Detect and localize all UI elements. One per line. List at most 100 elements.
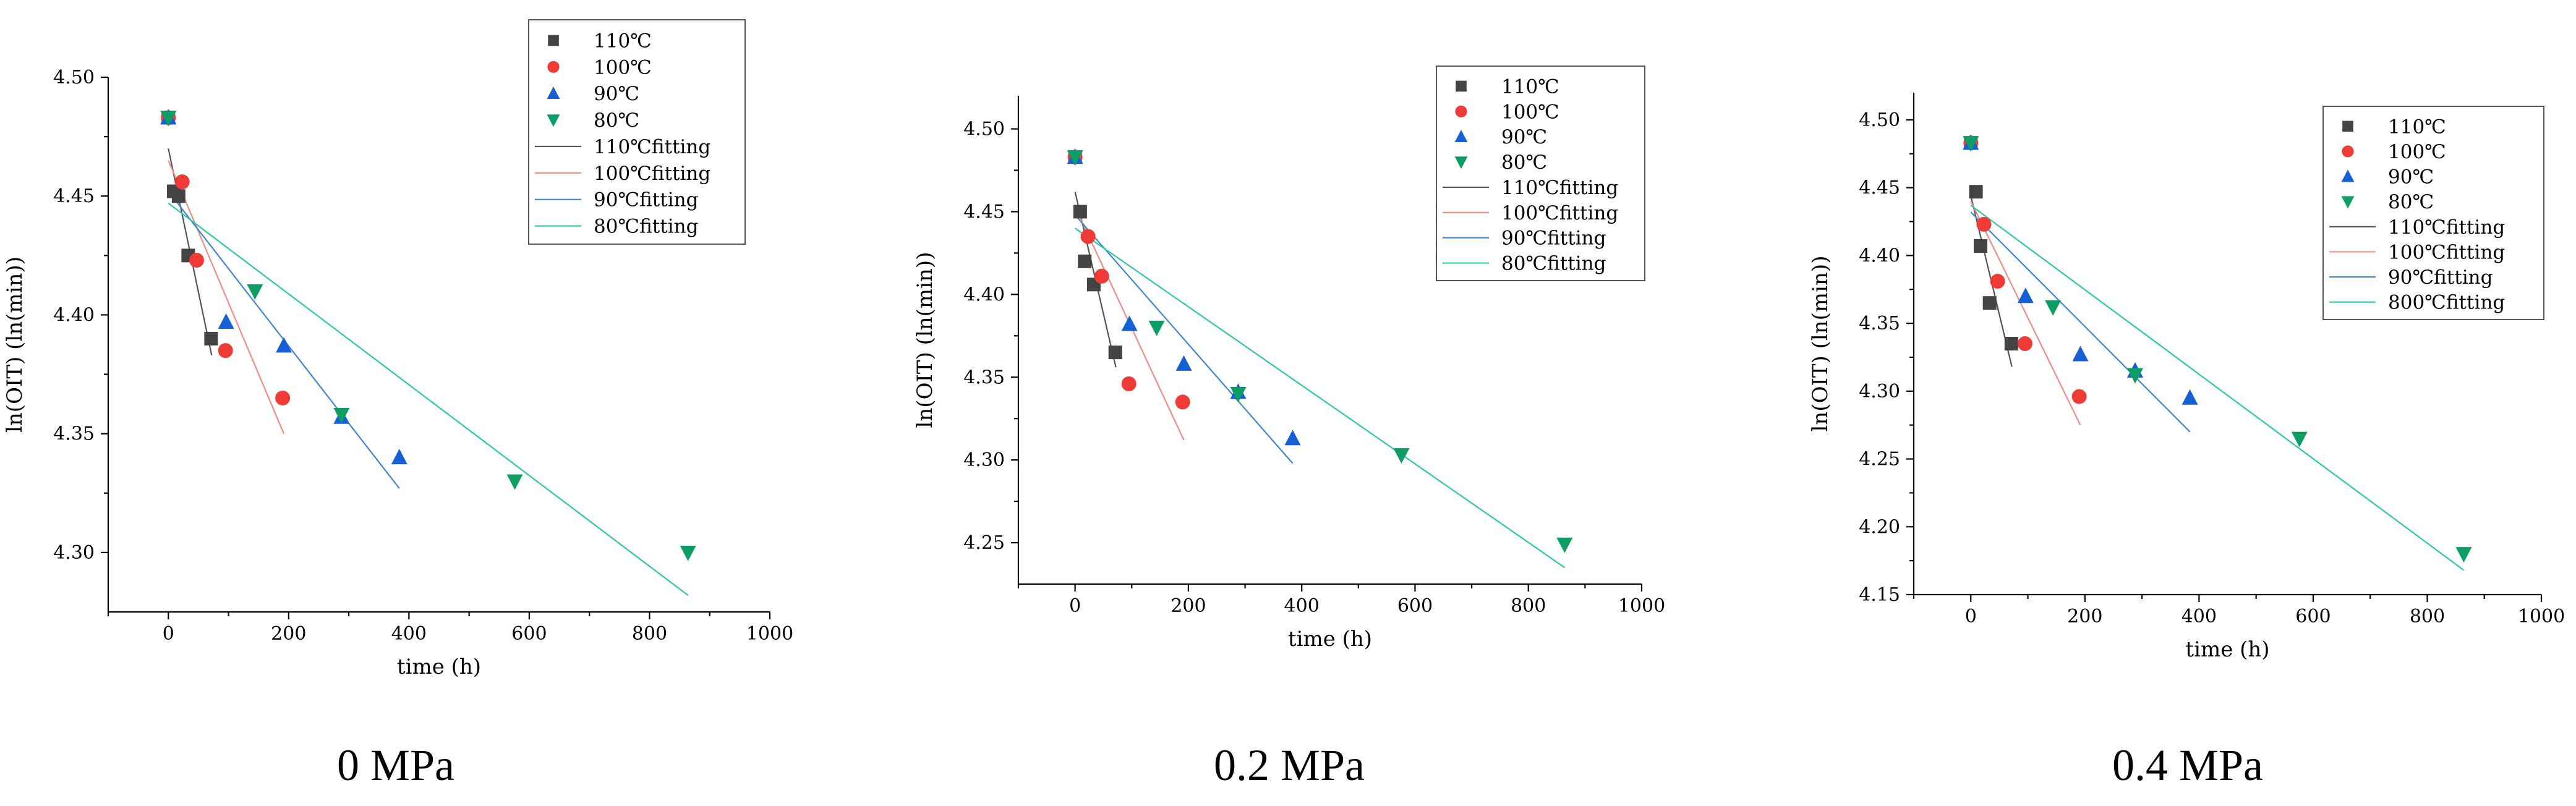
data-point — [218, 313, 234, 329]
legend-marker — [547, 61, 560, 73]
legend-marker — [548, 35, 559, 46]
data-point — [2071, 389, 2087, 404]
y-tick-label: 4.40 — [963, 284, 1005, 305]
y-tick-label: 4.50 — [1859, 109, 1900, 131]
data-point — [1121, 315, 1138, 331]
legend-marker — [1454, 156, 1468, 169]
data-point — [1969, 185, 1983, 199]
data-point — [218, 343, 233, 358]
legend-label: 90℃ — [2388, 166, 2434, 189]
x-tick-label: 1000 — [2518, 606, 2565, 627]
data-point — [680, 545, 696, 561]
data-point — [2045, 300, 2062, 316]
legend-marker — [2341, 169, 2355, 182]
data-point — [1080, 229, 1096, 244]
data-point — [2004, 337, 2018, 350]
data-point — [391, 449, 407, 465]
legend-label: 110℃ — [1501, 75, 1559, 98]
legend-marker — [2342, 121, 2353, 132]
legend: 110℃ 100℃ 90℃ 80℃ 110℃fitting 100℃fitting 90℃f… — [1436, 66, 1645, 281]
legend-label: 80℃fitting — [1501, 253, 1606, 275]
legend-label: 90℃fitting — [1501, 227, 1606, 250]
x-tick-label: 200 — [1171, 595, 1206, 617]
y-axis-label: ln(OIT) (ln(min)) — [2, 257, 27, 433]
data-point — [1393, 448, 1410, 464]
data-point — [174, 174, 190, 190]
legend-label: 90℃fitting — [594, 189, 698, 211]
y-tick-label: 4.35 — [53, 423, 95, 445]
legend-label: 90℃ — [594, 83, 639, 105]
y-tick-label: 4.30 — [963, 449, 1005, 471]
data-point — [1148, 320, 1165, 336]
data-point — [506, 474, 523, 490]
y-tick-label: 4.45 — [53, 185, 95, 207]
y-tick-label: 4.30 — [1859, 381, 1900, 402]
data-point — [275, 391, 291, 405]
legend-marker — [1455, 105, 1467, 117]
x-tick-label: 400 — [391, 623, 427, 645]
y-axis-label: ln(OIT) (ln(min)) — [913, 252, 937, 428]
y-tick-label: 4.20 — [1859, 516, 1900, 538]
data-point — [1078, 254, 1092, 268]
legend-label: 90℃fitting — [2388, 266, 2493, 289]
legend-marker — [1456, 80, 1467, 92]
legend-label: 80℃ — [2388, 191, 2434, 213]
x-tick-label: 600 — [511, 623, 547, 645]
panel-2: 0 200 400 600 800 1000 4.25 4.30 4.35 4.40 4.45 4.5… — [913, 66, 1665, 790]
fit-line — [1970, 211, 2191, 433]
data-point — [1108, 346, 1122, 360]
x-tick-label: 800 — [632, 623, 667, 645]
x-tick-label: 800 — [2410, 606, 2445, 627]
fit-line — [168, 160, 285, 435]
y-tick-label: 4.35 — [963, 367, 1005, 388]
data-point — [1284, 430, 1301, 446]
legend-box — [2322, 106, 2544, 320]
fit-line — [1970, 201, 2081, 426]
data-point — [189, 253, 204, 268]
legend-marker — [1454, 129, 1468, 142]
fit-line — [168, 202, 689, 596]
panel-caption: 0 MPa — [337, 740, 454, 790]
data-point — [1121, 376, 1137, 391]
data-point — [1556, 537, 1573, 553]
y-tick-label: 4.35 — [1859, 313, 1900, 334]
y-tick-label: 4.45 — [963, 201, 1005, 223]
data-point — [276, 337, 292, 353]
x-tick-label: 200 — [2067, 606, 2102, 627]
fit-line — [1074, 214, 1294, 464]
legend-label: 80℃ — [1501, 151, 1547, 174]
legend-marker — [547, 114, 560, 127]
data-point — [2455, 547, 2472, 563]
legend-label: 100℃fitting — [594, 163, 710, 185]
panel-3: 0 200 400 600 800 1000 4.15 4.20 4.25 4.30 4.35 4.4… — [1808, 93, 2565, 790]
data-point — [1973, 239, 1987, 253]
x-tick-label: 400 — [2181, 606, 2217, 627]
legend-label: 100℃ — [594, 56, 652, 78]
legend-marker — [2342, 145, 2354, 158]
legend-label: 80℃ — [594, 109, 639, 132]
data-point — [1175, 355, 1192, 371]
legend-label: 110℃ — [594, 30, 652, 52]
y-tick-label: 4.50 — [963, 119, 1005, 140]
data-point — [2072, 346, 2089, 362]
data-point — [2127, 368, 2144, 384]
data-point — [247, 284, 263, 300]
legend-label: 80℃fitting — [594, 216, 698, 238]
data-point — [1067, 150, 1083, 166]
y-tick-label: 4.25 — [963, 532, 1005, 554]
x-tick-label: 800 — [1511, 595, 1546, 617]
x-tick-label: 400 — [1284, 595, 1320, 617]
data-point — [1230, 387, 1247, 403]
data-point — [1175, 394, 1190, 410]
legend-label: 110℃fitting — [594, 136, 710, 158]
panel-caption: 0.2 MPa — [1214, 740, 1365, 790]
data-point — [2291, 431, 2308, 448]
x-tick-label: 1000 — [1618, 595, 1665, 617]
x-tick-label: 600 — [2295, 606, 2331, 627]
legend-label: 100℃fitting — [1501, 202, 1618, 224]
legend-box — [1436, 66, 1645, 281]
data-point — [1990, 274, 2005, 289]
y-tick-label: 4.45 — [1859, 177, 1900, 199]
x-axis-label: time (h) — [1288, 627, 1372, 651]
